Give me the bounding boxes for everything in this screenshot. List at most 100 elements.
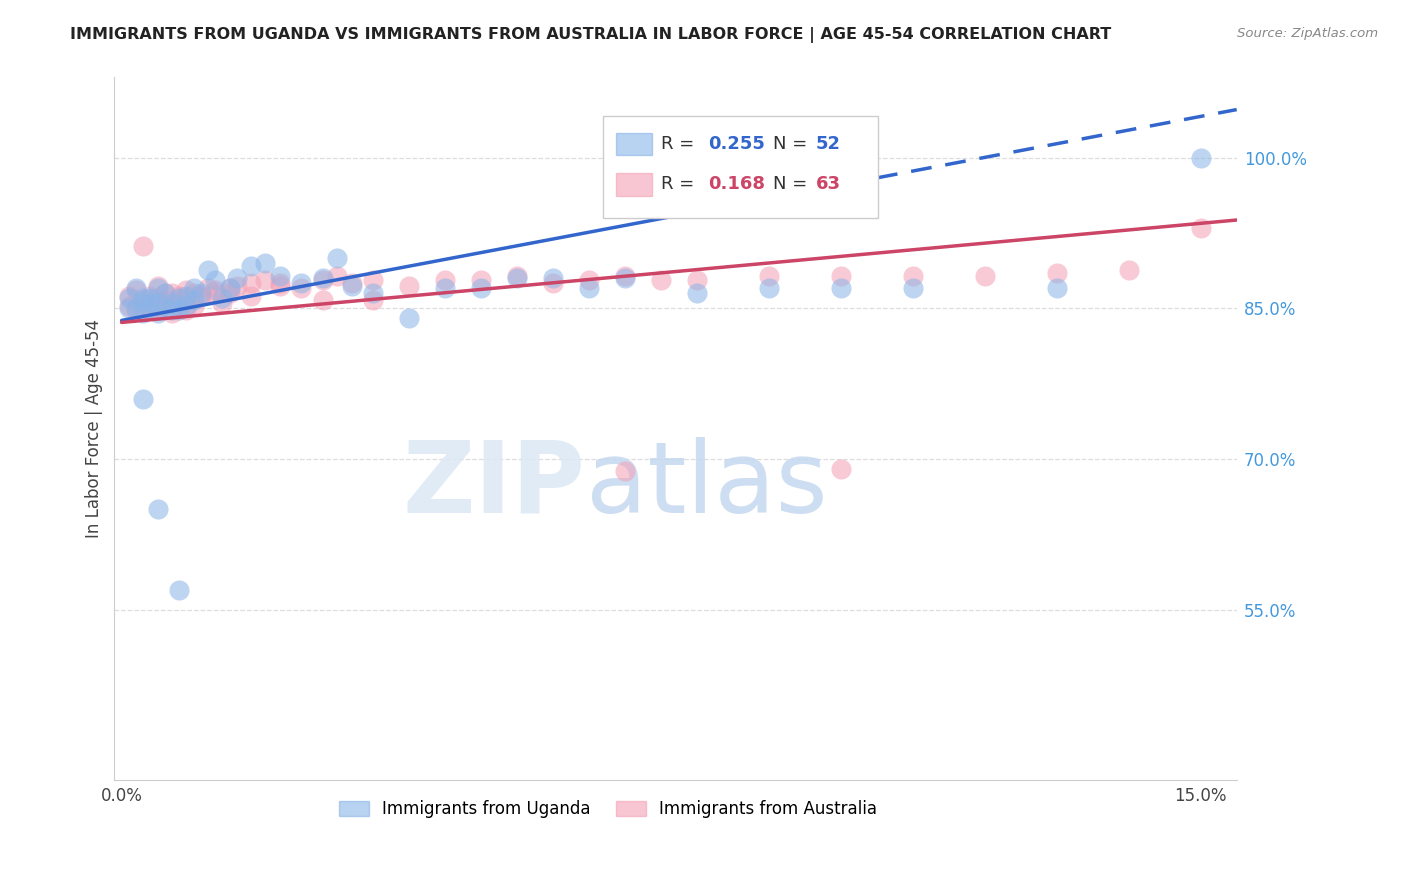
Point [176, 299, 198, 313]
Point [363, 293, 385, 308]
Text: ZIP: ZIP [404, 436, 586, 533]
Point [183, 293, 205, 308]
Point [326, 251, 349, 265]
Text: 52: 52 [815, 136, 841, 153]
Point [132, 291, 155, 305]
Point [211, 296, 233, 310]
Point [470, 281, 492, 295]
Point [340, 277, 363, 291]
Point [190, 289, 212, 303]
Point [240, 289, 263, 303]
Point [153, 301, 176, 316]
Point [132, 392, 155, 406]
Point [146, 296, 169, 310]
Point [204, 273, 226, 287]
Text: R =: R = [661, 136, 700, 153]
Point [290, 277, 312, 291]
Point [132, 239, 155, 253]
Text: 0.168: 0.168 [709, 175, 765, 194]
Text: IMMIGRANTS FROM UGANDA VS IMMIGRANTS FROM AUSTRALIA IN LABOR FORCE | AGE 45-54 C: IMMIGRANTS FROM UGANDA VS IMMIGRANTS FRO… [70, 27, 1112, 43]
Point [183, 299, 205, 313]
Point [312, 271, 335, 285]
Point [830, 281, 852, 295]
Point [1189, 151, 1212, 165]
Point [1118, 263, 1140, 277]
Point [132, 301, 155, 316]
Point [758, 281, 780, 295]
Point [153, 296, 176, 310]
Point [176, 303, 198, 318]
Point [686, 286, 709, 301]
Text: 0.255: 0.255 [709, 136, 765, 153]
Point [197, 281, 219, 295]
Point [146, 279, 169, 293]
Point [1046, 266, 1069, 280]
Point [190, 286, 212, 301]
Point [312, 273, 335, 287]
Point [167, 289, 190, 303]
Point [901, 281, 924, 295]
Point [176, 291, 198, 305]
Point [139, 303, 162, 318]
Point [290, 281, 312, 295]
Point [326, 269, 349, 284]
Point [118, 289, 141, 303]
Point [578, 281, 600, 295]
Point [541, 277, 564, 291]
Point [830, 269, 852, 284]
Point [398, 311, 420, 326]
Point [363, 286, 385, 301]
Point [125, 281, 148, 295]
Text: R =: R = [661, 175, 700, 194]
Point [125, 283, 148, 297]
Point [1189, 221, 1212, 235]
Point [901, 269, 924, 284]
Point [578, 273, 600, 287]
Point [146, 291, 169, 305]
Text: Source: ZipAtlas.com: Source: ZipAtlas.com [1237, 27, 1378, 40]
Point [434, 273, 457, 287]
Point [118, 301, 141, 316]
Point [506, 271, 529, 285]
Point [160, 286, 183, 301]
Point [146, 301, 169, 316]
Point [240, 259, 263, 273]
Point [118, 291, 141, 305]
Point [204, 283, 226, 297]
Point [269, 279, 291, 293]
Point [830, 462, 852, 476]
Point [225, 271, 247, 285]
Point [204, 286, 226, 301]
Point [254, 256, 277, 270]
Point [614, 269, 637, 284]
Point [125, 301, 148, 316]
Point [614, 464, 637, 478]
Point [434, 281, 457, 295]
Point [139, 296, 162, 310]
Point [197, 263, 219, 277]
Point [269, 277, 291, 291]
Point [340, 279, 363, 293]
Point [139, 289, 162, 303]
Text: N =: N = [773, 136, 813, 153]
Point [132, 296, 155, 310]
Point [132, 306, 155, 320]
Point [973, 269, 995, 284]
Point [153, 286, 176, 301]
Point [153, 286, 176, 301]
Point [146, 306, 169, 320]
Point [758, 269, 780, 284]
Text: N =: N = [773, 175, 813, 194]
Point [240, 277, 263, 291]
Point [176, 283, 198, 297]
Point [146, 281, 169, 295]
Point [125, 303, 148, 318]
Point [254, 273, 277, 287]
Point [398, 279, 420, 293]
Point [183, 286, 205, 301]
Point [541, 271, 564, 285]
Text: atlas: atlas [586, 436, 827, 533]
Point [160, 293, 183, 308]
Point [160, 306, 183, 320]
Point [225, 279, 247, 293]
